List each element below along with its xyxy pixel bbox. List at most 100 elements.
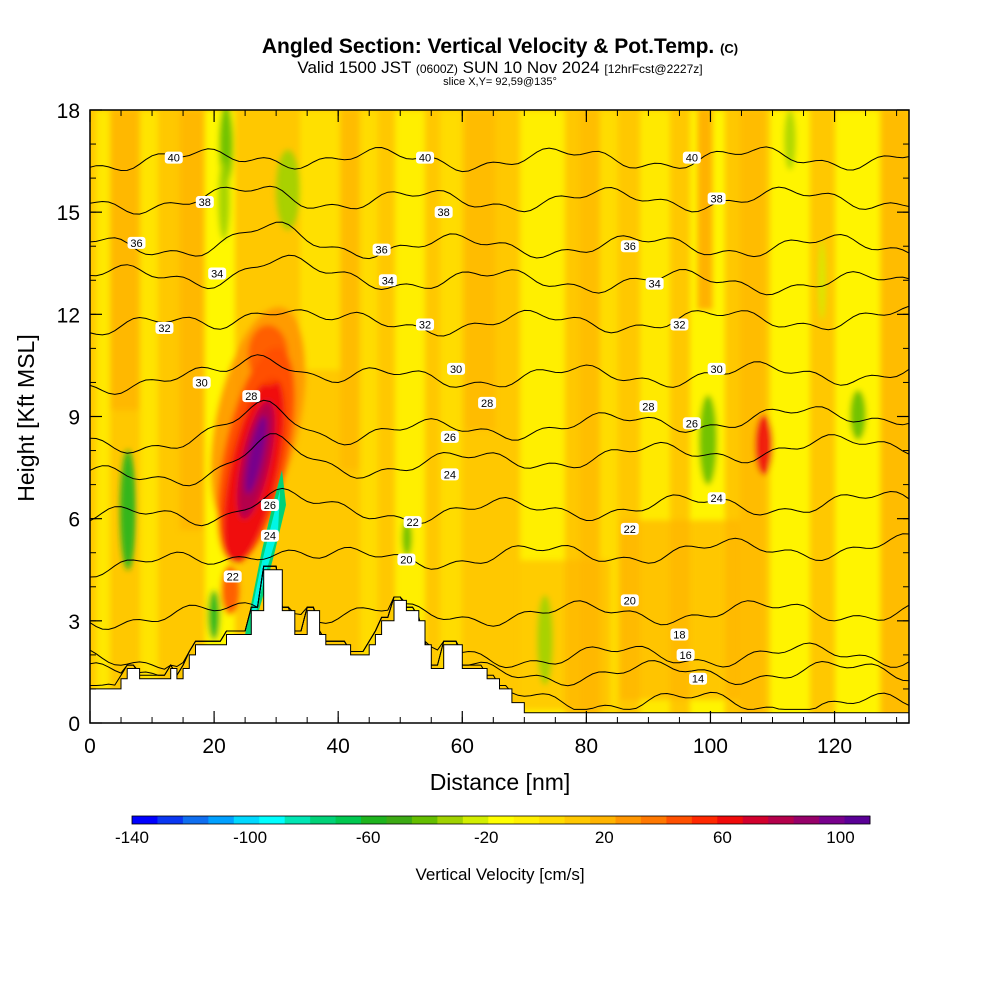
theta-label-bg <box>682 417 701 430</box>
theta-label-bg <box>223 570 242 583</box>
theta-label-text: 28 <box>481 398 493 410</box>
theta-label: 38 <box>195 195 214 209</box>
y-axis-label: Height [Kft MSL] <box>13 334 39 501</box>
theta-label-text: 38 <box>199 197 211 209</box>
velocity-cell <box>699 395 717 485</box>
theta-label-bg <box>639 400 658 413</box>
theta-label-text: 26 <box>264 500 276 512</box>
y-tick-label: 15 <box>57 202 80 225</box>
theta-label-bg <box>416 151 435 164</box>
theta-label-text: 14 <box>692 674 704 686</box>
theta-label-text: 38 <box>711 194 723 206</box>
theta-label-text: 30 <box>450 364 462 376</box>
theta-label-text: 36 <box>624 241 636 253</box>
theta-label: 16 <box>676 648 695 662</box>
theta-label-text: 36 <box>375 245 387 257</box>
theta-label-text: 34 <box>211 268 223 280</box>
theta-label-bg <box>447 362 466 375</box>
theta-labels: 40 40 40 38 38 38 36 36 36 34 34 34 32 32 32 30 30 30 28 28… <box>127 151 726 686</box>
theta-label-bg <box>620 594 639 607</box>
plot-area: 40 40 40 38 38 38 36 36 36 34 34 34 32 32 32 30 30 30 28 28… <box>90 110 909 723</box>
velocity-cell <box>340 110 360 470</box>
theta-label-text: 24 <box>444 469 456 481</box>
theta-label: 30 <box>707 362 726 376</box>
theta-label-text: 32 <box>158 323 170 335</box>
x-axis: 0 20 40 60 80 100 120 <box>84 110 898 758</box>
theta-label: 22 <box>403 516 422 529</box>
theta-label-text: 32 <box>419 320 431 332</box>
theta-label: 28 <box>478 396 497 410</box>
theta-label: 40 <box>164 151 183 165</box>
theta-label-text: 22 <box>624 524 636 536</box>
theta-label-text: 20 <box>624 595 636 607</box>
theta-contour <box>90 565 909 670</box>
theta-label-bg <box>242 390 261 403</box>
theta-label: 22 <box>620 522 639 536</box>
theta-label-text: 24 <box>711 493 723 505</box>
theta-label-bg <box>707 362 726 375</box>
theta-label-text: 30 <box>711 364 723 376</box>
theta-label-bg <box>440 430 459 443</box>
theta-contour <box>90 185 909 215</box>
theta-contour <box>90 433 909 487</box>
theta-label: 26 <box>682 417 701 430</box>
theta-label-text: 40 <box>168 153 180 165</box>
theta-label: 36 <box>620 240 639 253</box>
velocity-cell <box>620 520 740 700</box>
theta-label-text: 32 <box>673 320 685 332</box>
theta-contour <box>90 565 909 630</box>
theta-label-bg <box>478 396 497 409</box>
x-tick-label: 0 <box>84 735 96 758</box>
x-tick-label: 80 <box>575 735 598 758</box>
velocity-cell <box>218 160 230 240</box>
theta-label-bg <box>434 206 453 219</box>
theta-contour <box>90 399 909 454</box>
title-text: Angled Section: Vertical Velocity & Pot.… <box>261 35 715 58</box>
theta-label: 32 <box>155 321 174 335</box>
theta-label: 34 <box>645 277 664 291</box>
terrain <box>90 569 909 723</box>
theta-label: 40 <box>682 151 701 165</box>
theta-label-bg <box>689 672 708 685</box>
theta-label: 20 <box>620 594 639 607</box>
velocity-cell <box>465 110 495 430</box>
theta-label-bg <box>127 236 146 249</box>
theta-label-bg <box>620 522 639 535</box>
y-tick-label: 9 <box>68 407 80 430</box>
theta-label: 24 <box>260 529 279 543</box>
velocity-cell <box>784 110 796 170</box>
title-mark: (C) <box>720 41 739 56</box>
velocity-cell <box>252 490 280 612</box>
theta-label-bg <box>416 318 435 331</box>
theta-label: 28 <box>242 390 261 403</box>
theta-label-bg <box>260 499 279 512</box>
theta-label-text: 22 <box>407 517 419 529</box>
valid-date: SUN 10 Nov 2024 <box>462 58 600 77</box>
slice-info: slice X,Y= 92,59@135° <box>443 76 557 88</box>
theta-label: 14 <box>689 672 708 686</box>
theta-label-bg <box>208 267 227 280</box>
valid-time: Valid 1500 JST <box>297 58 412 77</box>
terrain-profile <box>90 569 909 723</box>
theta-contour <box>90 305 909 337</box>
theta-label-bg <box>397 553 416 566</box>
x-tick-label: 60 <box>451 735 474 758</box>
theta-label-bg <box>260 529 279 542</box>
y-tick-label: 3 <box>68 611 80 634</box>
theta-label-bg <box>645 277 664 290</box>
theta-label: 20 <box>397 553 416 567</box>
theta-label: 38 <box>434 206 453 219</box>
theta-contour <box>90 533 909 578</box>
theta-label-text: 24 <box>264 531 276 543</box>
velocity-cell <box>110 110 140 410</box>
theta-label-bg <box>670 318 689 331</box>
theta-label-text: 40 <box>686 153 698 165</box>
theta-label-bg <box>707 192 726 205</box>
x-axis-label: Distance [nm] <box>430 769 571 795</box>
y-tick-label: 6 <box>68 509 80 532</box>
theta-label-text: 34 <box>648 279 660 291</box>
y-tick-label: 0 <box>68 713 80 736</box>
theta-label: 36 <box>127 236 146 250</box>
